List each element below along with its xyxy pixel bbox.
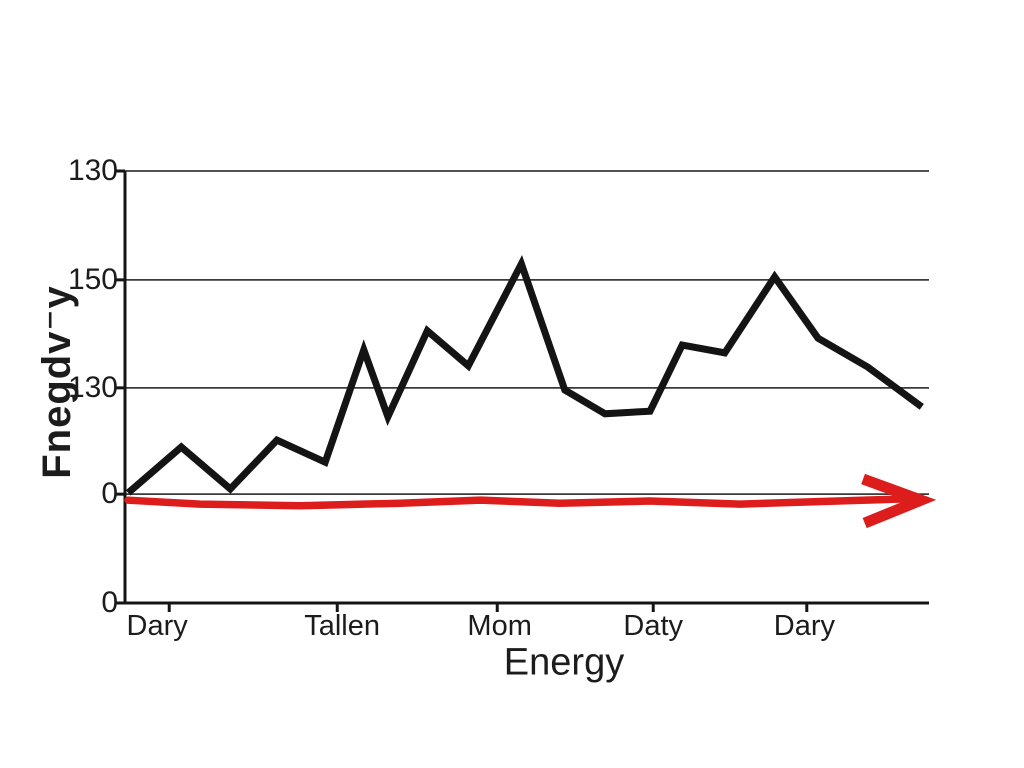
x-tick-label: Mom xyxy=(467,610,532,642)
y-tick-label: 0 xyxy=(101,477,118,511)
x-tick-label: Daty xyxy=(623,610,684,642)
x-tick-label: Tallen xyxy=(304,610,380,642)
data-series-line xyxy=(125,255,924,496)
y-tick-label: 130 xyxy=(67,154,118,187)
x-axis-title: Energy xyxy=(503,641,625,684)
y-tick-label: 150 xyxy=(67,262,118,296)
y-tick-label: 130 xyxy=(67,370,118,404)
trend-arrow-shaft xyxy=(124,495,909,510)
x-tick-label: Dary xyxy=(773,610,835,642)
x-tick-label: Dary xyxy=(126,610,188,642)
trend-arrow-head xyxy=(861,473,937,529)
y-tick-label: 0 xyxy=(101,586,118,619)
